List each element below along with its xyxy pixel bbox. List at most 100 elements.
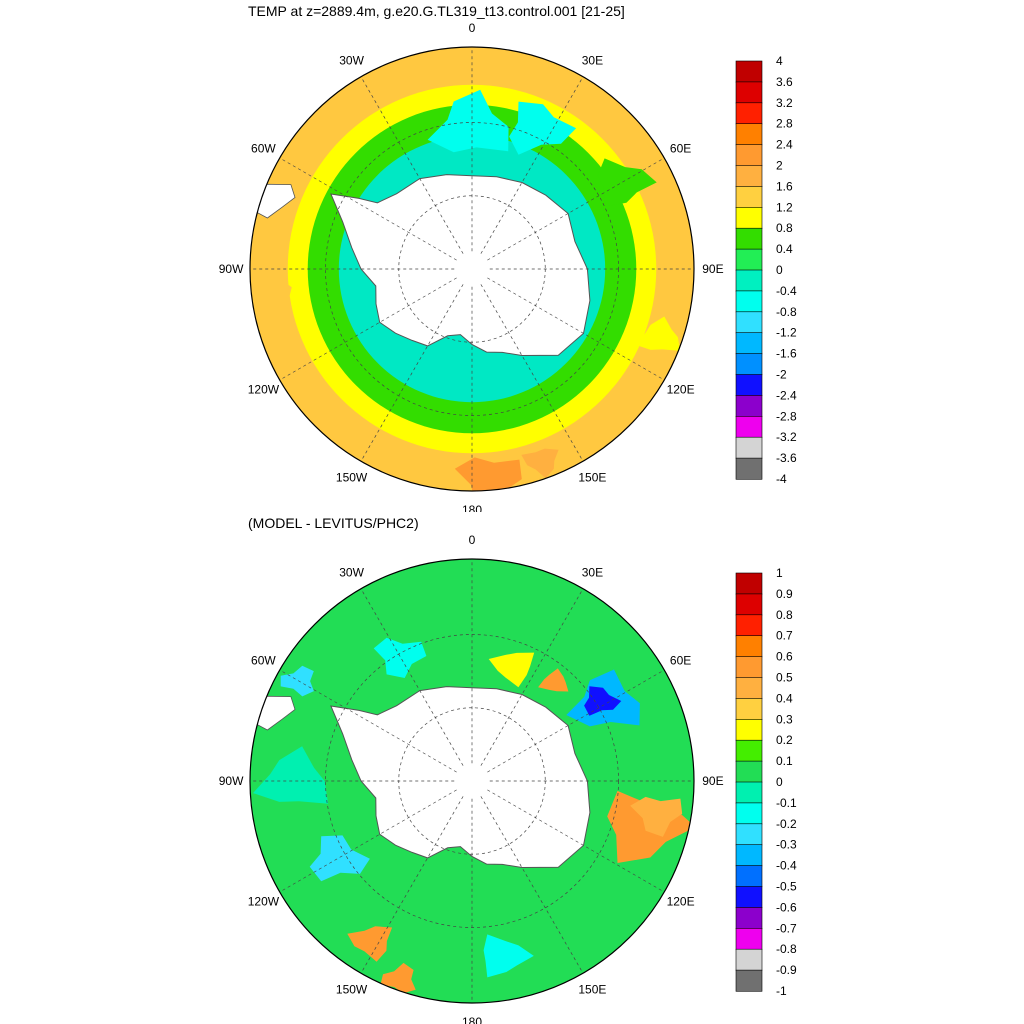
lon-label: 60E <box>670 142 691 156</box>
field-patch-11 <box>280 665 314 697</box>
colorbar-box <box>735 823 763 846</box>
colorbar-box <box>735 60 763 83</box>
colorbar-box <box>735 760 763 783</box>
lon-label: 120E <box>667 894 695 908</box>
map-border <box>249 558 695 1004</box>
colorbar-label: -1.2 <box>776 326 797 340</box>
lon-label: 150W <box>336 983 368 997</box>
meridian-line-1 <box>480 588 584 766</box>
colorbar-label: 2 <box>776 159 783 173</box>
colorbar-box <box>735 227 763 250</box>
lon-label: 60E <box>670 654 691 668</box>
colorbar-box <box>735 81 763 104</box>
lon-label: 0 <box>469 533 476 547</box>
colorbar-box <box>735 436 763 459</box>
field-patch-10 <box>488 652 535 688</box>
map-title-bottom: (MODEL - LEVITUS/PHC2) <box>248 515 419 531</box>
meridian-line-11 <box>360 76 464 254</box>
colorbar-box <box>735 123 763 146</box>
colorbar-box <box>735 311 763 334</box>
colorbar-label: -0.3 <box>776 838 797 852</box>
colorbar-box <box>735 165 763 188</box>
colorbar-label: 0.4 <box>776 691 793 705</box>
lon-label: 90W <box>219 774 244 788</box>
lon-label: 30E <box>582 565 603 579</box>
map-field-top <box>250 47 694 491</box>
map-border <box>249 46 695 492</box>
map-title-top: TEMP at z=2889.4m, g.e20.G.TL319_t13.con… <box>248 3 625 19</box>
colorbar-label: 0.7 <box>776 629 793 643</box>
field-patch-3 <box>630 796 683 837</box>
colorbar-label: -0.4 <box>776 284 797 298</box>
colorbar-label: 0.4 <box>776 242 793 256</box>
meridian-line-1 <box>480 76 584 254</box>
colorbar-box <box>735 635 763 658</box>
colorbar-label: 0.6 <box>776 650 793 664</box>
colorbar-label: -0.2 <box>776 817 797 831</box>
meridian-line-4 <box>487 789 665 893</box>
colorbar-label: 4 <box>776 54 783 68</box>
colorbar-label: -2.8 <box>776 409 797 423</box>
colorbar-label: -0.1 <box>776 796 797 810</box>
meridian-line-7 <box>360 796 464 974</box>
colorbar-label: 2.8 <box>776 117 793 131</box>
colorbar-label: -1 <box>776 984 787 998</box>
colorbar-box <box>735 102 763 125</box>
colorbar-label: 0.5 <box>776 671 793 685</box>
field-patch-0 <box>427 89 509 153</box>
colorbar-label: 0 <box>776 263 783 277</box>
colorbar-box <box>735 572 763 595</box>
colorbar-label: 0.8 <box>776 608 793 622</box>
colorbar-box <box>735 677 763 700</box>
colorbar-label: 1 <box>776 566 783 580</box>
field-patch-3 <box>454 457 522 491</box>
colorbar-label: -3.6 <box>776 451 797 465</box>
lon-label: 30W <box>339 565 364 579</box>
colorbar-box <box>735 844 763 867</box>
colorbar-label: -0.6 <box>776 900 797 914</box>
polar-map-bottom: 0 30E 60E 90E 120E 150E 180 150W 120W 90W 60W 30W 1 0… <box>219 533 797 1024</box>
lon-label: 150W <box>336 471 368 485</box>
lon-label: 90W <box>219 262 244 276</box>
colorbar-label: -2.4 <box>776 388 797 402</box>
colorbar-label: -2 <box>776 368 787 382</box>
field-patch-5 <box>250 273 296 334</box>
colorbar-box <box>735 698 763 720</box>
colorbar-label: -0.4 <box>776 859 797 873</box>
colorbar-label: 0 <box>776 775 783 789</box>
colorbar-label: -3.2 <box>776 430 797 444</box>
field-patch-4 <box>521 448 559 479</box>
colorbar-box <box>735 719 763 741</box>
colorbar-label: -4 <box>776 472 787 486</box>
colorbar-box <box>735 332 763 355</box>
lon-label: 150E <box>578 983 606 997</box>
lon-label: 60W <box>251 654 276 668</box>
colorbar-box <box>735 886 763 909</box>
meridian-line-5 <box>480 796 584 974</box>
field-patch-12 <box>538 668 569 692</box>
field-patch-2 <box>597 158 657 207</box>
polar-map-top: 0 30E 60E 90E 120E 150E 180 150W 120W 90W 60W 30W 4 3… <box>219 21 797 512</box>
colorbar-label: -0.9 <box>776 963 797 977</box>
colorbar-box <box>735 593 763 616</box>
antarctica-landmass <box>330 174 591 357</box>
colorbar-box <box>735 269 763 292</box>
meridian-line-8 <box>279 277 457 381</box>
colorbar-box <box>735 290 763 313</box>
colorbar-label: 0.8 <box>776 221 793 235</box>
field-patch-1 <box>584 686 622 716</box>
colorbar-box <box>735 144 763 167</box>
antarctica-landmass <box>330 686 591 869</box>
colorbar-box <box>735 353 763 376</box>
colorbar-label: 0.2 <box>776 733 793 747</box>
colorbar-label: 3.6 <box>776 75 793 89</box>
lon-label: 180 <box>462 503 482 512</box>
lon-label: 30E <box>582 53 603 67</box>
meridian-line-4 <box>487 277 665 381</box>
colorbar-box <box>735 927 763 950</box>
colorbar-label: -0.7 <box>776 921 797 935</box>
colorbar-label: 1.6 <box>776 179 793 193</box>
colorbar-box <box>735 395 763 417</box>
colorbar-label: -1.6 <box>776 347 797 361</box>
colorbar-box <box>735 186 763 208</box>
